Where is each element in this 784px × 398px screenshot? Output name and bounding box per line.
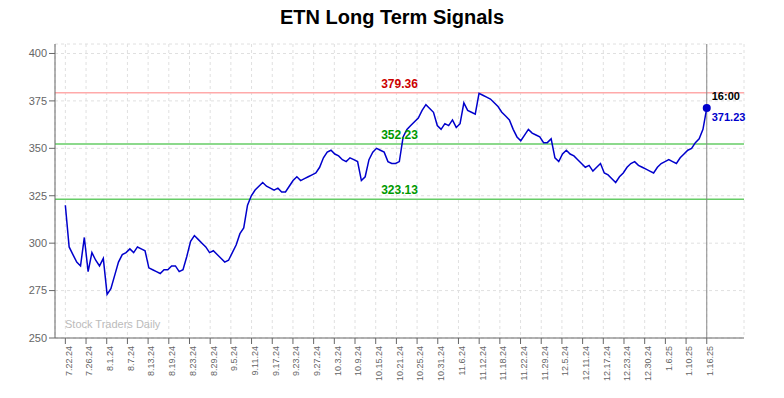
svg-text:9.11.24: 9.11.24 [250,346,260,375]
svg-text:9.5.24: 9.5.24 [229,346,239,371]
svg-text:7.26.24: 7.26.24 [84,346,94,376]
svg-text:10.25.24: 10.25.24 [415,346,425,381]
svg-text:7.22.24: 7.22.24 [64,346,74,376]
svg-text:300: 300 [29,237,47,249]
svg-text:10.9.24: 10.9.24 [353,346,363,376]
svg-text:16:00: 16:00 [712,90,740,102]
svg-text:275: 275 [29,284,47,296]
svg-text:11.22.24: 11.22.24 [519,346,529,380]
svg-text:11.12.24: 11.12.24 [478,346,488,380]
svg-text:8.19.24: 8.19.24 [167,346,177,376]
svg-text:12.11.24: 12.11.24 [581,346,591,380]
svg-text:379.36: 379.36 [381,77,418,91]
svg-text:12.23.24: 12.23.24 [622,346,632,381]
svg-text:10.15.24: 10.15.24 [374,346,384,381]
svg-text:8.1.24: 8.1.24 [105,346,115,371]
svg-text:8.13.24: 8.13.24 [146,346,156,376]
svg-text:11.29.24: 11.29.24 [540,346,550,380]
svg-text:325: 325 [29,190,47,202]
html-text:ETN Long Term Signals: ETN Long Term Signals [280,6,504,28]
svg-text:371.23: 371.23 [712,111,746,123]
svg-text:352.23: 352.23 [381,128,418,142]
svg-text:375: 375 [29,95,47,107]
svg-text:350: 350 [29,142,47,154]
svg-text:9.27.24: 9.27.24 [312,346,322,376]
svg-text:11.6.24: 11.6.24 [457,346,467,375]
svg-text:12.5.24: 12.5.24 [560,346,570,376]
svg-text:1.16.25: 1.16.25 [705,346,715,376]
svg-text:9.17.24: 9.17.24 [271,346,281,376]
svg-text:400: 400 [29,47,47,59]
svg-text:12.17.24: 12.17.24 [602,346,612,381]
svg-text:10.31.24: 10.31.24 [436,346,446,381]
svg-text:10.3.24: 10.3.24 [333,346,343,376]
html-text:Stock Traders Daily: Stock Traders Daily [65,318,161,330]
svg-text:10.21.24: 10.21.24 [395,346,405,381]
svg-text:12.30.24: 12.30.24 [643,346,653,381]
svg-text:250: 250 [29,332,47,344]
svg-text:8.23.24: 8.23.24 [188,346,198,376]
svg-text:9.23.24: 9.23.24 [291,346,301,376]
svg-text:323.13: 323.13 [381,183,418,197]
svg-text:1.6.25: 1.6.25 [664,346,674,371]
svg-text:8.7.24: 8.7.24 [126,346,136,371]
svg-text:1.10.25: 1.10.25 [684,346,694,376]
svg-text:11.18.24: 11.18.24 [498,346,508,380]
svg-text:8.29.24: 8.29.24 [209,346,219,376]
